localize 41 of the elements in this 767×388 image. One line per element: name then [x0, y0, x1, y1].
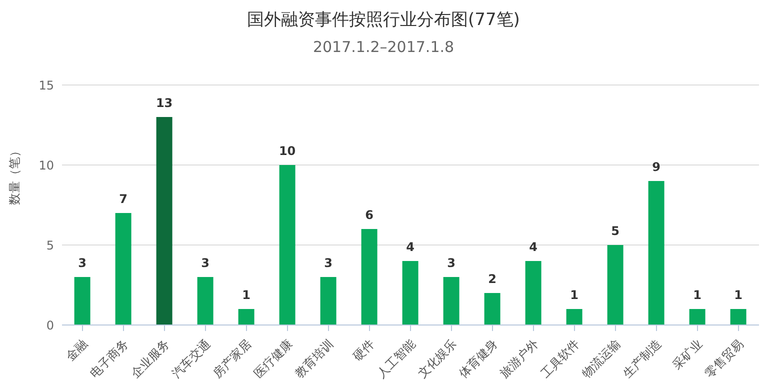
data-label: 6: [365, 208, 374, 222]
bar: [443, 277, 460, 325]
data-label: 3: [78, 256, 86, 270]
bar: [361, 229, 378, 325]
bar: [74, 277, 90, 325]
data-label: 13: [156, 96, 173, 110]
data-label: 1: [693, 288, 702, 302]
data-label: 3: [201, 256, 210, 270]
data-label: 1: [242, 288, 250, 302]
y-tick-label: 0: [46, 318, 54, 332]
y-axis-title: 数量（笔）: [7, 145, 22, 205]
bar: [320, 277, 336, 325]
data-label: 10: [278, 144, 296, 158]
bar: [156, 117, 172, 325]
y-tick-label: 5: [46, 238, 54, 252]
bar: [689, 309, 706, 325]
data-label: 1: [734, 288, 742, 302]
bar: [648, 181, 664, 325]
data-label: 3: [447, 256, 456, 270]
y-tick-label: 10: [38, 158, 54, 172]
bar: [730, 309, 746, 325]
data-label: 5: [611, 224, 620, 238]
bar: [566, 309, 582, 325]
data-label: 3: [324, 256, 332, 270]
y-tick-label: 15: [38, 78, 54, 92]
chart-title: 国外融资事件按照行业分布图(77笔): [246, 9, 521, 31]
bar: [607, 245, 624, 325]
bar: [402, 261, 418, 325]
data-label: 9: [652, 160, 660, 174]
data-label: 4: [406, 240, 414, 254]
data-label: 4: [529, 240, 538, 254]
bar: [279, 165, 296, 325]
bar: [525, 261, 542, 325]
bar: [115, 213, 132, 325]
bar: [197, 277, 214, 325]
chart-subtitle: 2017.1.2–2017.1.8: [312, 38, 456, 56]
data-label: 2: [488, 272, 496, 286]
bar: [238, 309, 254, 325]
bar: [484, 293, 500, 325]
data-label: 1: [570, 288, 578, 302]
data-label: 7: [119, 192, 128, 206]
